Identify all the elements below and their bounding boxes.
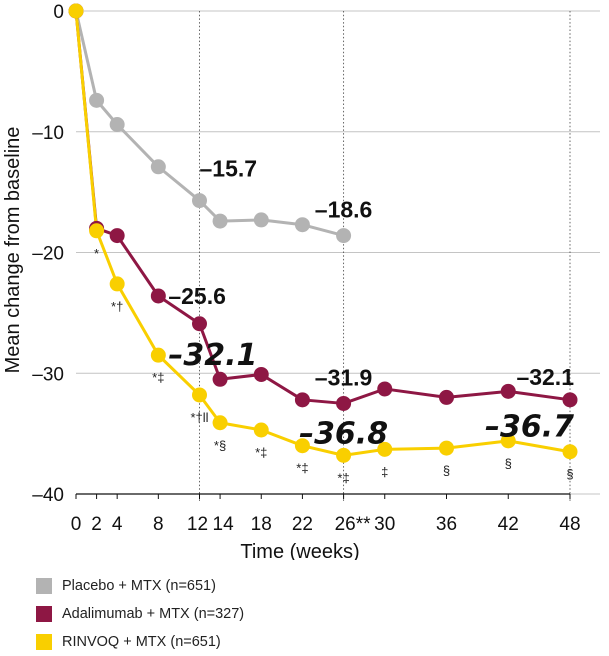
data-point-adalimumab-42 — [500, 383, 516, 399]
legend-item-placebo: Placebo + MTX (n=651) — [36, 572, 244, 600]
y-tick-label-3: –30 — [32, 364, 64, 385]
significance-mark-4: *§ — [214, 438, 226, 453]
data-point-adalimumab-14 — [212, 371, 228, 387]
significance-mark-11: § — [566, 467, 573, 482]
legend-label-placebo: Placebo + MTX (n=651) — [62, 578, 216, 594]
data-point-adalimumab-22 — [294, 392, 310, 408]
significance-mark-6: *‡ — [296, 461, 308, 476]
data-point-rinvoq-12 — [192, 387, 207, 403]
significance-mark-2: *‡ — [152, 370, 164, 385]
y-tick-label-1: –10 — [32, 123, 64, 144]
data-point-adalimumab-26 — [336, 395, 352, 411]
x-tick-label-0: 0 — [71, 514, 82, 535]
significance-mark-5: *‡ — [255, 445, 267, 460]
data-point-placebo-2 — [89, 92, 105, 108]
value-annotation-1: –18.6 — [315, 197, 373, 223]
value-annotation-3: –32.1 — [168, 338, 257, 373]
data-point-rinvoq-0 — [68, 3, 84, 19]
x-tick-label-11: 42 — [498, 514, 519, 535]
significance-mark-7: *‡ — [337, 470, 349, 485]
legend-swatch-rinvoq — [36, 634, 52, 650]
data-point-adalimumab-30 — [377, 381, 393, 397]
value-annotations: –15.7 –18.6 –25.6 –32.1 –31.9 –36.8 –32.1 –36.7 — [168, 156, 574, 452]
x-tick-label-1: 2 — [91, 514, 102, 535]
x-tick-label-8: 26** — [335, 514, 372, 535]
data-point-adalimumab-48 — [562, 392, 578, 408]
significance-mark-0: * — [94, 246, 99, 261]
data-point-adalimumab-12 — [192, 316, 207, 332]
significance-mark-8: ‡ — [381, 464, 388, 479]
data-point-rinvoq-18 — [253, 422, 269, 438]
x-tick-label-5: 14 — [213, 514, 235, 535]
line-chart: 0–10–20–30–400 2 4 8 12 14 18 22 26** 30 36 42 48 **… — [2, 2, 600, 560]
series-points — [68, 3, 578, 463]
y-tick-label-0: 0 — [53, 2, 64, 23]
value-annotation-0: –15.7 — [200, 156, 258, 182]
legend-label-rinvoq: RINVOQ + MTX (n=651) — [62, 634, 221, 650]
value-annotation-5: –36.8 — [299, 416, 388, 451]
data-point-placebo-8 — [150, 159, 166, 175]
data-point-adalimumab-36 — [439, 389, 454, 405]
value-annotation-6: –32.1 — [516, 364, 574, 390]
x-tick-label-4: 12 — [187, 514, 208, 535]
data-point-rinvoq-4 — [109, 276, 125, 292]
value-annotation-4: –31.9 — [315, 364, 373, 390]
y-tick-label-2: –20 — [32, 244, 64, 265]
y-tick-label-4: –40 — [32, 485, 64, 506]
data-point-rinvoq-14 — [212, 415, 228, 431]
data-point-rinvoq-2 — [89, 223, 105, 239]
data-point-placebo-4 — [109, 117, 125, 133]
legend-item-adalimumab: Adalimumab + MTX (n=327) — [36, 600, 244, 628]
data-point-placebo-14 — [212, 213, 228, 229]
significance-mark-3: *†ll — [190, 410, 208, 425]
value-annotation-7: –36.7 — [485, 410, 574, 445]
x-tick-label-2: 4 — [112, 514, 123, 535]
x-tick-label-6: 18 — [251, 514, 272, 535]
data-point-placebo-26 — [336, 228, 352, 244]
reference-lines — [199, 11, 571, 502]
data-point-adalimumab-4 — [109, 228, 125, 244]
data-point-placebo-22 — [294, 217, 310, 233]
data-point-rinvoq-42 — [500, 433, 516, 449]
x-axis-label: Time (weeks) — [240, 541, 359, 560]
data-point-placebo-12 — [192, 193, 207, 209]
data-point-rinvoq-22 — [294, 438, 310, 454]
data-point-rinvoq-8 — [150, 347, 166, 363]
x-tick-label-10: 36 — [436, 514, 457, 535]
data-point-rinvoq-26 — [336, 447, 352, 463]
x-tick-label-7: 22 — [292, 514, 313, 535]
x-tick-label-9: 30 — [374, 514, 395, 535]
data-point-placebo-18 — [253, 212, 269, 228]
legend-swatch-adalimumab — [36, 606, 52, 622]
data-point-adalimumab-18 — [253, 366, 269, 382]
significance-mark-10: § — [505, 456, 512, 471]
data-point-rinvoq-48 — [562, 444, 578, 460]
axes: 0–10–20–30–400 2 4 8 12 14 18 22 26** 30 36 42 48 — [32, 2, 580, 535]
data-point-adalimumab-8 — [150, 288, 166, 304]
data-point-rinvoq-36 — [439, 440, 454, 456]
significance-marks: * *† *‡ *†ll *§ *‡ *‡ *‡ ‡ § § § — [94, 246, 574, 486]
legend: Placebo + MTX (n=651) Adalimumab + MTX (… — [36, 572, 244, 656]
y-axis-label: Mean change from baseline — [2, 127, 24, 374]
x-tick-label-3: 8 — [153, 514, 164, 535]
significance-mark-9: § — [443, 463, 450, 478]
x-tick-label-12: 48 — [559, 514, 580, 535]
legend-item-rinvoq: RINVOQ + MTX (n=651) — [36, 628, 244, 656]
legend-label-adalimumab: Adalimumab + MTX (n=327) — [62, 606, 245, 622]
value-annotation-2: –25.6 — [168, 283, 226, 309]
data-point-rinvoq-30 — [377, 441, 393, 457]
significance-mark-1: *† — [111, 299, 123, 314]
legend-swatch-placebo — [36, 578, 52, 594]
